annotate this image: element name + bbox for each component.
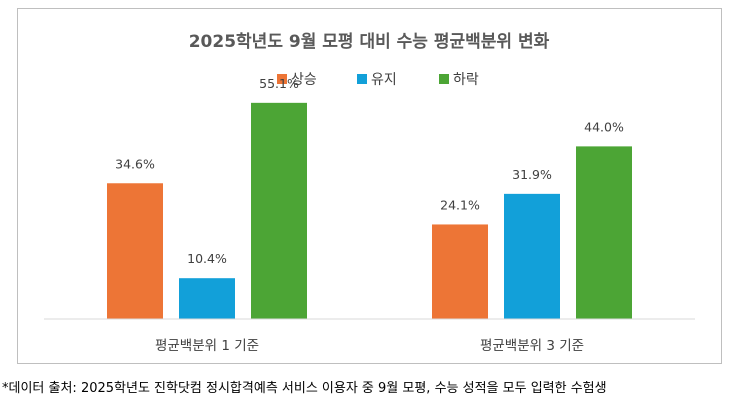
data-label-1-2: 24.1% — [440, 197, 480, 212]
bar-chart: 2025학년도 9월 모평 대비 수능 평균백분위 변화 상승 유지 하락 34.6… — [44, 32, 695, 354]
source-footnote: *데이터 출처: 2025학년도 진학닷컴 정시합격예측 서비스 이용자 중 9… — [2, 381, 607, 396]
bar-1-1 — [107, 183, 163, 319]
category-label-2: 평균백분위 3 기준 — [480, 338, 584, 354]
data-label-3-2: 44.0% — [584, 119, 624, 134]
bar-2-2 — [504, 193, 560, 319]
data-label-1-1: 34.6% — [115, 156, 155, 171]
legend-swatch-2 — [357, 74, 367, 84]
legend-label-1: 상승 — [291, 72, 317, 88]
legend-label-3: 하락 — [453, 72, 479, 88]
legend-swatch-3 — [439, 74, 449, 84]
bars — [107, 102, 632, 319]
data-label-2-1: 10.4% — [187, 251, 227, 266]
bar-3-1 — [251, 102, 307, 319]
bar-3-2 — [576, 146, 632, 319]
chart-title: 2025학년도 9월 모평 대비 수능 평균백분위 변화 — [189, 32, 550, 52]
bar-1-2 — [432, 224, 488, 319]
category-label-1: 평균백분위 1 기준 — [155, 338, 259, 354]
category-labels: 평균백분위 1 기준 평균백분위 3 기준 — [155, 338, 584, 354]
data-label-2-2: 31.9% — [512, 167, 552, 182]
legend: 상승 유지 하락 — [277, 72, 479, 88]
bar-2-1 — [179, 278, 235, 319]
data-labels: 34.6% 10.4% 55.1% 24.1% 31.9% 44.0% — [115, 76, 624, 266]
legend-swatch-1 — [277, 74, 287, 84]
chart-area: 2025학년도 9월 모평 대비 수능 평균백분위 변화 상승 유지 하락 34.6… — [17, 8, 722, 364]
legend-label-2: 유지 — [371, 72, 397, 88]
data-label-3-1: 55.1% — [259, 76, 299, 91]
